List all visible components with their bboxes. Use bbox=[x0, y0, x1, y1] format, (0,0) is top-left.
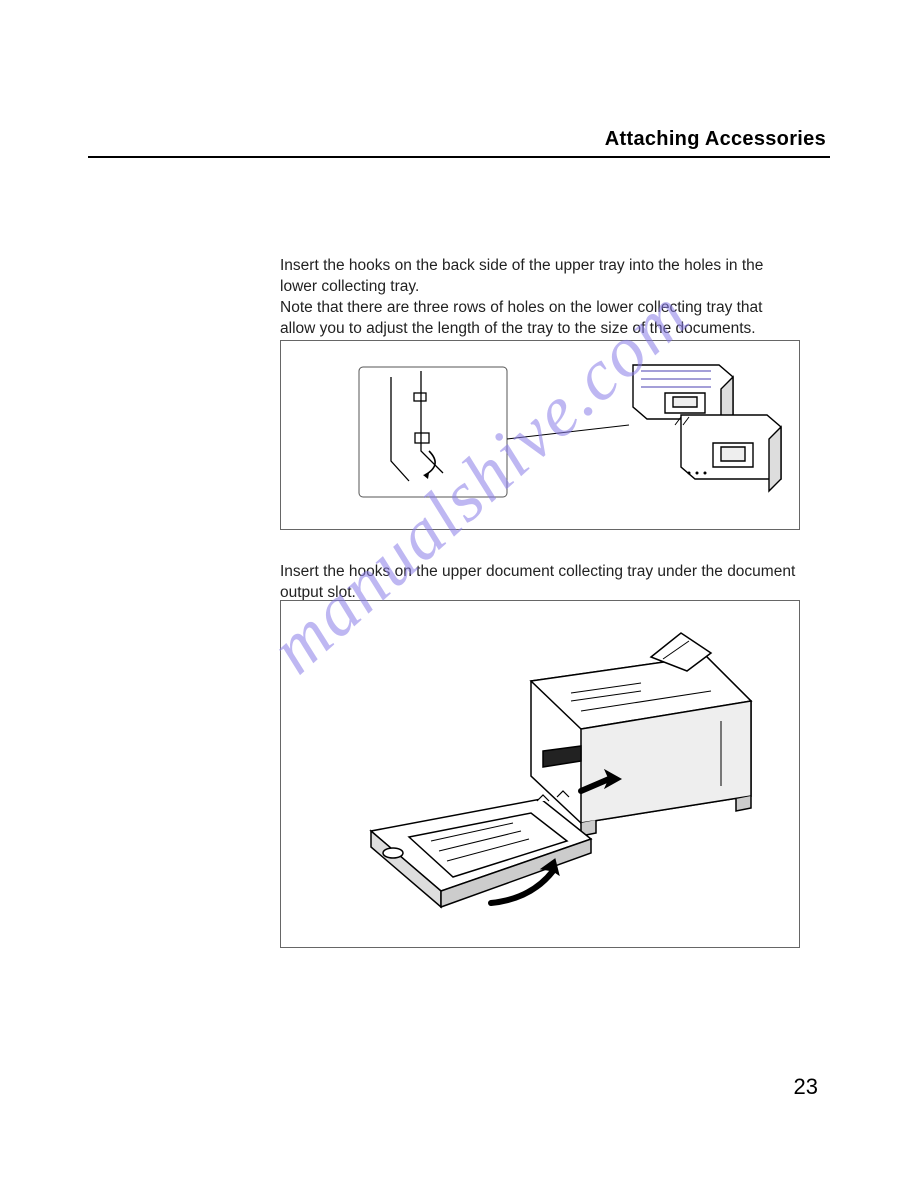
figure-2-printer-tray bbox=[280, 600, 800, 948]
instruction-paragraph-2: Insert the hooks on the upper document c… bbox=[280, 562, 800, 604]
figure-2-svg bbox=[281, 601, 801, 949]
section-title: Attaching Accessories bbox=[605, 128, 826, 151]
instruction-paragraph-1: Insert the hooks on the back side of the… bbox=[280, 256, 800, 340]
figure-1-tray-hooks bbox=[280, 340, 800, 530]
manual-page: Attaching Accessories Insert the hooks o… bbox=[0, 0, 918, 1188]
figure-1-svg bbox=[281, 341, 801, 531]
header-rule bbox=[88, 156, 830, 158]
page-number: 23 bbox=[794, 1074, 818, 1100]
